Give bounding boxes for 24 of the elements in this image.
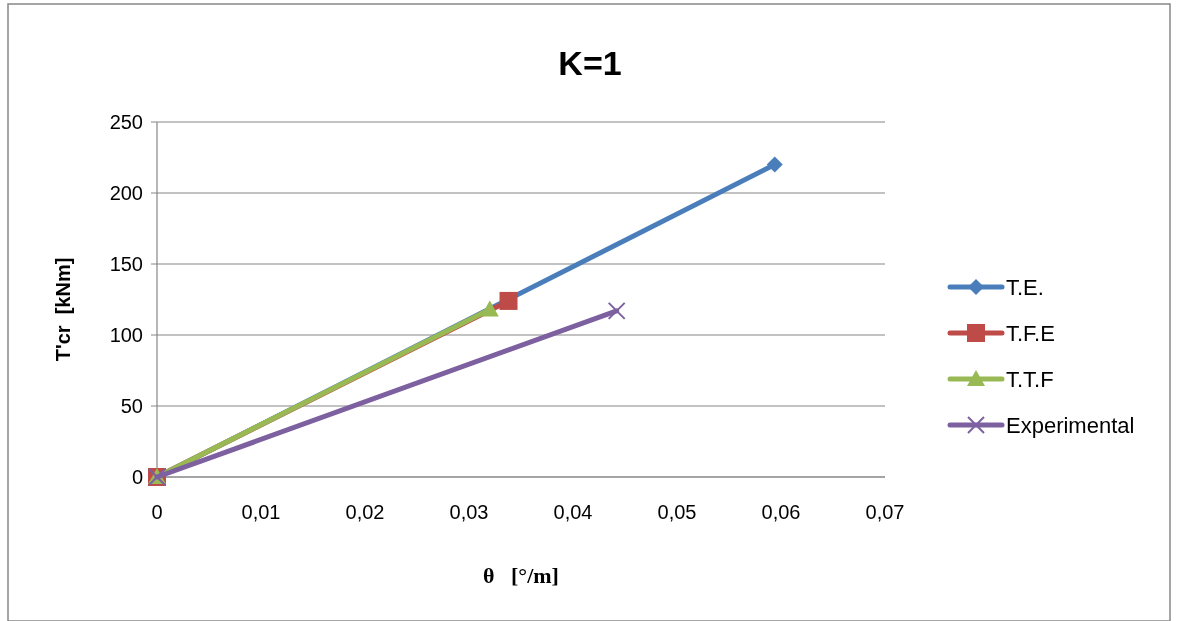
x-axis-title: θ [°/m] [483,563,559,588]
x-tick-label: 0,05 [657,501,697,523]
x-tick-label: 0,02 [345,501,385,523]
y-axis-title: T'cr [kNm] [52,257,74,362]
legend-label: T.F.E [1006,320,1055,346]
x-tick-label: 0,06 [761,501,801,523]
legend-label: T.E. [1006,274,1044,300]
x-tick-label: 0 [151,501,163,523]
point [499,291,518,310]
chart-title: K=1 [558,44,622,82]
x-tick-label: 0,07 [865,501,905,523]
y-tick-label: 0 [131,466,143,488]
y-tick-label: 100 [109,324,143,346]
point [607,301,626,320]
x-tick-label: 0,03 [449,501,489,523]
point [766,156,783,173]
x-tick-label: 0,01 [241,501,281,523]
x-tick-label: 0,04 [553,501,593,523]
y-tick-label: 200 [109,182,143,204]
y-tick-label: 50 [120,395,143,417]
legend-label: Experimental [1006,412,1135,438]
y-tick-label: 250 [109,111,143,133]
legend-label: T.T.F [1006,366,1054,392]
y-tick-label: 150 [109,253,143,275]
